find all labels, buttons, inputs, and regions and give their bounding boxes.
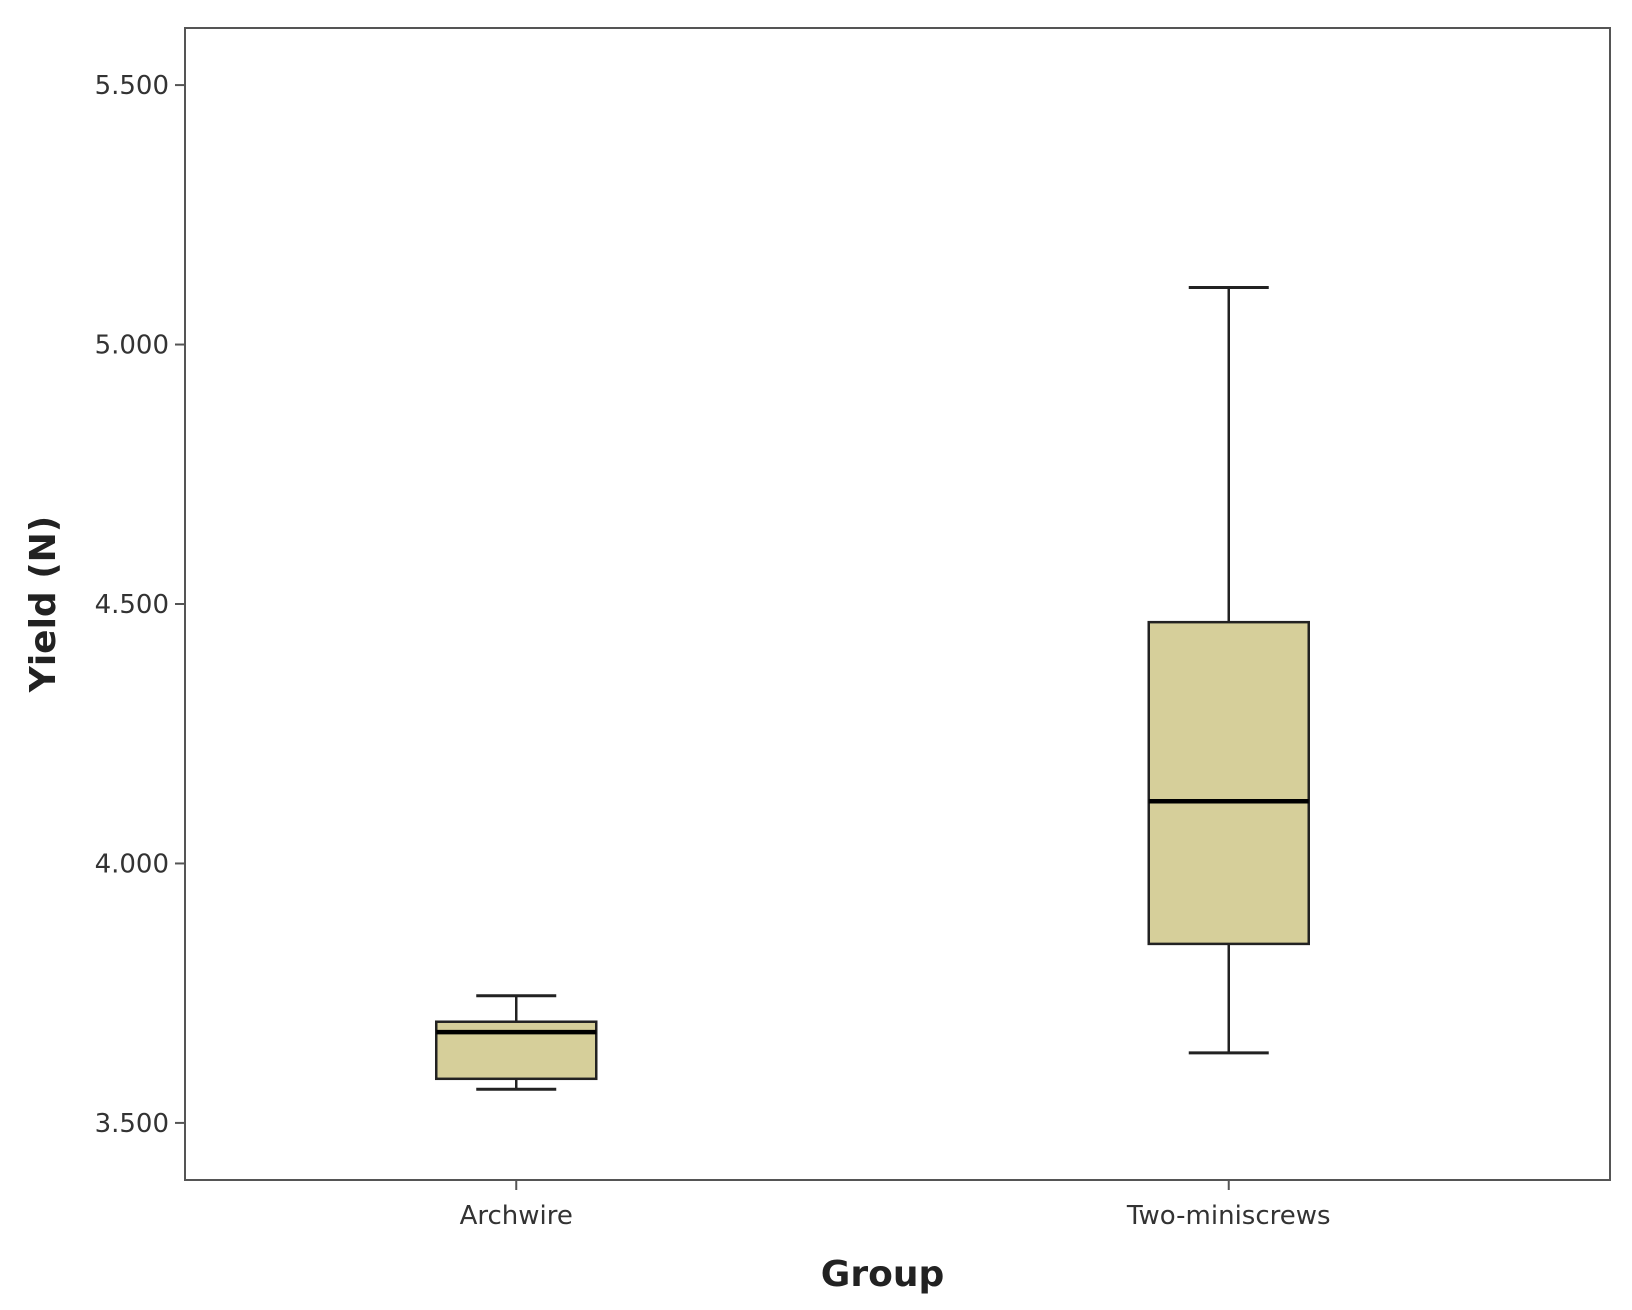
- x-tick-label: Two-miniscrews: [1126, 1201, 1331, 1231]
- y-tick-label: 4.500: [95, 590, 169, 620]
- y-axis-title: Yield (N): [23, 516, 64, 694]
- box-group: [1147, 285, 1310, 1055]
- y-tick-label: 5.500: [95, 71, 169, 101]
- box-plots: [435, 285, 1310, 1091]
- x-axis-title: Group: [821, 1254, 944, 1295]
- x-tick-label: Archwire: [460, 1201, 573, 1231]
- x-axis: Archwire Two-miniscrews: [460, 1180, 1331, 1231]
- box: [1147, 620, 1310, 946]
- y-tick-label: 5.000: [95, 331, 169, 361]
- y-tick-label: 3.500: [95, 1109, 169, 1139]
- y-axis: 3.500 4.000 4.500 5.000 5.500: [95, 71, 185, 1139]
- box-group: [435, 994, 598, 1091]
- plot-frame: [184, 27, 1611, 1181]
- y-tick-label: 4.000: [95, 849, 169, 879]
